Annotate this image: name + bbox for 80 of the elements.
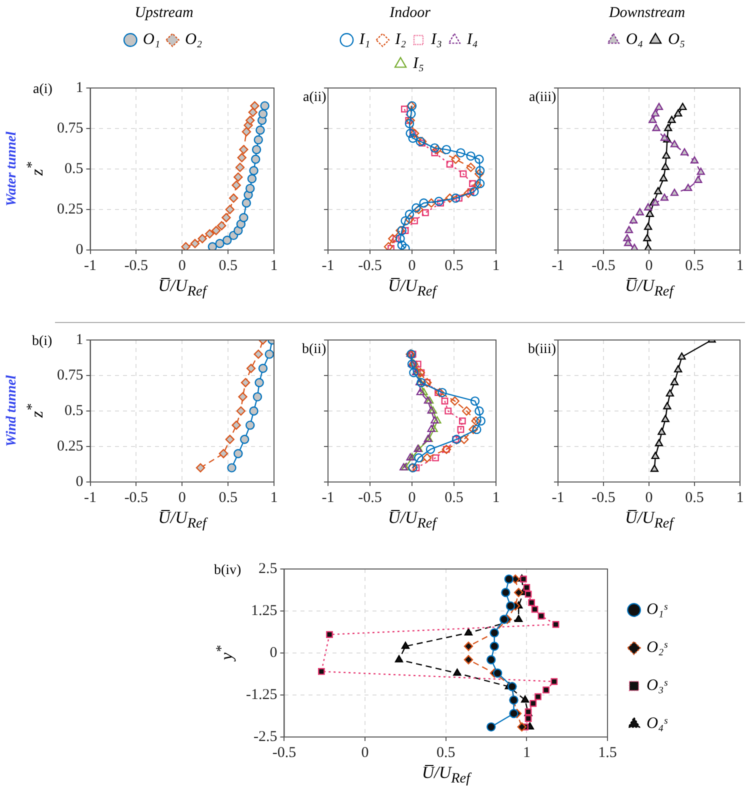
x-tick-label: 0.5 <box>218 258 238 274</box>
y-tick-label: 0 <box>76 474 84 490</box>
x-tick-label: 1 <box>492 258 500 274</box>
text: b(iv) <box>214 563 242 579</box>
x-tick-label: 1 <box>736 490 744 506</box>
x-tick-label: 0 <box>408 258 416 274</box>
text: a(i) <box>33 82 52 98</box>
x-tick-label: -1 <box>552 490 564 506</box>
x-tick-label: 1 <box>522 744 530 761</box>
y-tick-label: 0.25 <box>57 438 84 454</box>
legend-label: I₁ <box>358 31 370 48</box>
legend-label: O₄ˢ <box>646 715 668 732</box>
x-tick-label: -0.5 <box>592 258 616 274</box>
x-tick-label: 1.5 <box>598 744 617 761</box>
x-axis-title: U̅/U$_{Ref}$ <box>158 276 206 300</box>
y-tick-label: 1 <box>76 332 84 348</box>
x-tick-label: 0.5 <box>444 490 464 506</box>
text: a(iii) <box>529 90 556 106</box>
x-tick-label: -0.5 <box>272 744 296 761</box>
legend-label: O₅ <box>668 31 686 48</box>
x-tick-label: -0.5 <box>358 258 382 274</box>
x-tick-label: 0 <box>645 258 653 274</box>
x-tick-label: 0.5 <box>218 490 238 506</box>
y-tick-label: 0.5 <box>64 160 84 177</box>
legend-label: O₃ˢ <box>646 677 668 694</box>
x-tick-label: -1 <box>84 490 96 506</box>
y-tick-label: 0.25 <box>57 201 84 218</box>
legend-label: O₁ˢ <box>646 601 668 618</box>
y-tick-label: -2.5 <box>253 728 278 745</box>
y-tick-label: 0.5 <box>64 402 84 419</box>
x-tick-label: -1 <box>552 258 564 274</box>
y-tick-label: 2.5 <box>258 560 278 577</box>
x-tick-label: 0.5 <box>444 258 464 274</box>
legend-label: I₂ <box>394 31 406 48</box>
y-tick-label: 0 <box>76 242 84 258</box>
chart-title: Upstream <box>134 4 194 21</box>
y-tick-label: 1.25 <box>250 602 278 619</box>
x-axis-title: U̅/U$_{Ref}$ <box>158 508 206 532</box>
y-tick-label: 0 <box>270 644 278 661</box>
x-axis-title: U̅/U$_{Ref}$ <box>388 508 436 532</box>
legend-label: I₅ <box>412 55 424 72</box>
legend-label: O₁ <box>142 31 160 48</box>
x-tick-label: 0.5 <box>685 258 704 274</box>
text: b(iii) <box>528 342 556 358</box>
x-tick-label: 1 <box>492 490 500 506</box>
y-tick-label: 1 <box>76 80 84 96</box>
x-tick-label: 0 <box>408 490 416 506</box>
text: b(i) <box>32 334 52 350</box>
text: Water tunnel <box>4 132 20 206</box>
x-tick-label: -1 <box>322 490 334 506</box>
x-tick-label: 0 <box>178 258 186 274</box>
x-tick-label: 0 <box>645 490 653 506</box>
chart-title: Downstream <box>608 4 686 21</box>
x-tick-label: 0.5 <box>685 490 704 506</box>
y-tick-label: 0.75 <box>57 367 84 384</box>
x-axis-title: U̅/U$_{Ref}$ <box>625 508 674 532</box>
legend-label: O₂ˢ <box>646 639 668 656</box>
legend-label: I₄ <box>466 31 478 48</box>
text: Wind tunnel <box>4 375 20 447</box>
x-axis-title: U̅/U$_{Ref}$ <box>422 763 470 788</box>
x-tick-label: 0.5 <box>436 744 456 761</box>
legend-label: I₃ <box>430 31 442 48</box>
x-tick-label: -0.5 <box>358 490 382 506</box>
x-tick-label: 0 <box>178 490 186 506</box>
legend-label: O₄ <box>626 31 644 48</box>
x-tick-label: -1 <box>322 258 334 274</box>
x-tick-label: 1 <box>736 258 744 274</box>
x-tick-label: 0 <box>361 744 369 761</box>
x-tick-label: -1 <box>84 258 96 274</box>
y-tick-label: 0.75 <box>57 120 84 136</box>
chart-title: Indoor <box>388 4 431 21</box>
text: b(ii) <box>302 342 326 358</box>
x-tick-label: -0.5 <box>124 490 148 506</box>
x-tick-label: -0.5 <box>124 258 148 274</box>
text: a(ii) <box>303 90 326 106</box>
x-axis-title: U̅/U$_{Ref}$ <box>625 276 674 300</box>
legend-label: O₂ <box>185 31 203 48</box>
x-axis-title: U̅/U$_{Ref}$ <box>388 276 436 300</box>
y-tick-label: -1.25 <box>246 686 278 703</box>
x-tick-label: -0.5 <box>592 490 616 506</box>
